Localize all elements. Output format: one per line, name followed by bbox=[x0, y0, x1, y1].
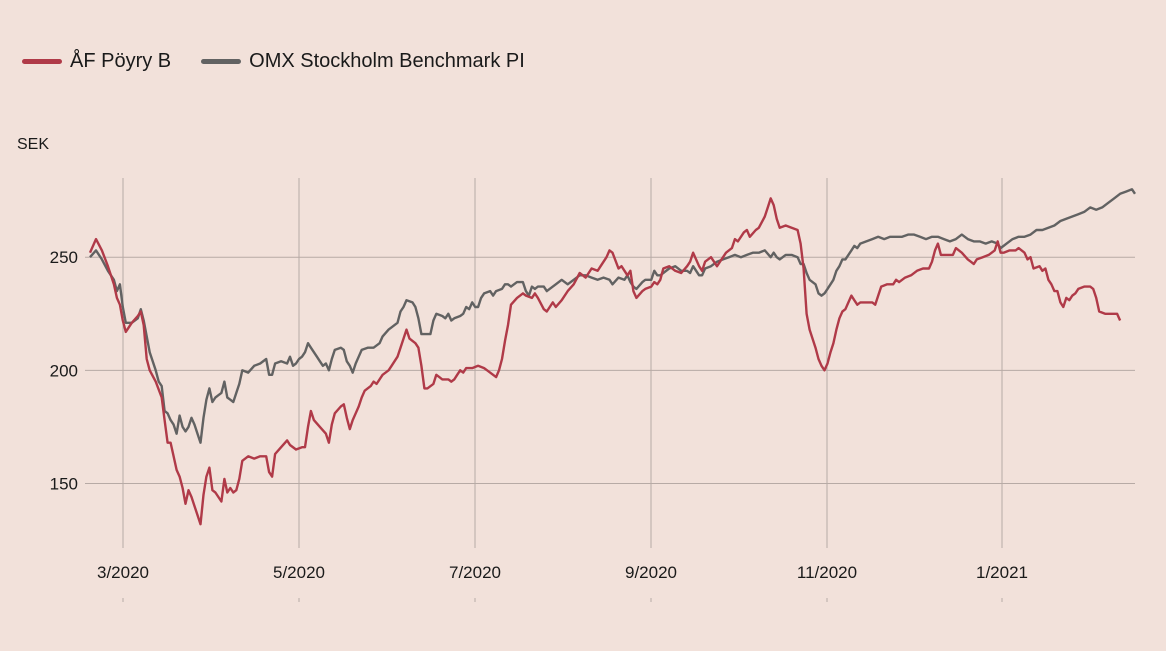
x-tick-label-5: 1/2021 bbox=[976, 563, 1028, 582]
legend-item-series-2[interactable]: OMX Stockholm Benchmark PI bbox=[201, 50, 525, 73]
legend-swatch-series-2 bbox=[201, 59, 242, 64]
x-tick-label-1: 5/2020 bbox=[273, 563, 325, 582]
y-axis-unit-label: SEK bbox=[17, 136, 50, 153]
y-tick-label-0: 150 bbox=[50, 474, 78, 493]
x-tick-label-3: 9/2020 bbox=[625, 563, 677, 582]
x-tick-label-2: 7/2020 bbox=[449, 563, 501, 582]
y-tick-labels: 150 200 250 bbox=[50, 248, 78, 493]
x-tick-labels: 3/2020 5/2020 7/2020 9/2020 11/2020 1/2021 bbox=[97, 563, 1028, 582]
legend-label-series-2: OMX Stockholm Benchmark PI bbox=[249, 50, 525, 72]
series-line-1[interactable] bbox=[88, 197, 1122, 526]
grid bbox=[85, 178, 1135, 602]
legend: ÅF Pöyry B OMX Stockholm Benchmark PI bbox=[22, 50, 525, 73]
x-tick-label-4: 11/2020 bbox=[797, 563, 857, 582]
y-tick-label-2: 250 bbox=[50, 248, 78, 267]
series-lines bbox=[88, 188, 1136, 526]
series-line-2[interactable] bbox=[89, 188, 1136, 444]
legend-item-series-1[interactable]: ÅF Pöyry B bbox=[22, 50, 171, 73]
y-tick-label-1: 200 bbox=[50, 361, 78, 380]
legend-label-series-1: ÅF Pöyry B bbox=[70, 50, 172, 72]
legend-swatch-series-1 bbox=[22, 59, 62, 64]
x-tick-label-0: 3/2020 bbox=[97, 563, 149, 582]
